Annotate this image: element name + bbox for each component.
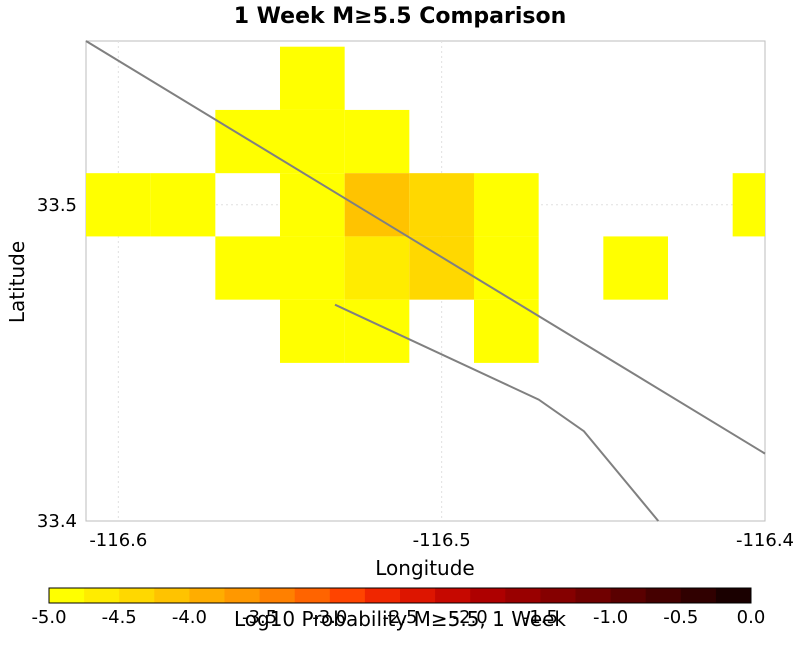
- chart-title: 1 Week M≥5.5 Comparison: [234, 4, 567, 29]
- x-tick-labels: -116.6 -116.5 -116.4: [89, 530, 794, 551]
- heatmap-cell-14: [409, 236, 474, 300]
- colorbar-segment-8: [329, 588, 366, 603]
- colorbar-segment-13: [505, 588, 541, 603]
- colorbar-tick-label-6: -2.0: [453, 607, 488, 628]
- heatmap-cell-16: [474, 236, 539, 300]
- colorbar-tick-label-10: 0.0: [737, 607, 766, 628]
- fault-trace-0: [85, 40, 766, 455]
- colorbar-segment-9: [364, 588, 401, 603]
- colorbar-segment-17: [645, 588, 682, 603]
- colorbar-segment-1: [84, 588, 120, 603]
- colorbar-tick-label-0: -5.0: [31, 607, 66, 628]
- x-tick-label-0: -116.6: [89, 530, 147, 551]
- colorbar-tick-label-1: -4.5: [102, 607, 137, 628]
- colorbar-segment-16: [610, 588, 647, 603]
- heatmap-cell-9: [344, 109, 410, 174]
- colorbar-tick-label-8: -1.0: [593, 607, 628, 628]
- colorbar-tick-label-2: -4.0: [172, 607, 207, 628]
- heatmap-cell-13: [409, 173, 474, 237]
- heatmap-cell-1: [150, 173, 216, 237]
- colorbar-segment-4: [189, 588, 225, 603]
- y-axis-label: Latitude: [5, 241, 29, 323]
- fault-lines: [85, 40, 766, 522]
- y-tick-label-0: 33.5: [37, 195, 77, 216]
- colorbar-tick-label-7: -1.5: [523, 607, 558, 628]
- heatmap-cell-6: [280, 173, 345, 237]
- x-tick-label-2: -116.4: [736, 530, 794, 551]
- heatmap-cell-7: [280, 236, 345, 300]
- colorbar-tick-label-9: -0.5: [663, 607, 698, 628]
- colorbar-segment-18: [680, 588, 717, 603]
- y-tick-label-1: 33.4: [37, 511, 77, 532]
- colorbar-segment-5: [224, 588, 261, 603]
- heatmap-cell-18: [603, 236, 668, 300]
- heatmap-cells: [86, 46, 765, 363]
- colorbar-segment-6: [259, 588, 296, 603]
- colorbar-tick-label-5: -2.5: [382, 607, 417, 628]
- colorbar-tick-label-4: -3.0: [312, 607, 347, 628]
- heatmap-cell-0: [86, 173, 151, 237]
- colorbar: [48, 587, 752, 604]
- colorbar-label: Log10 Probability M≥5.5, 1 Week: [234, 607, 566, 631]
- heatmap-cell-11: [344, 236, 410, 300]
- colorbar-segment-11: [435, 588, 471, 603]
- colorbar-border: [48, 587, 752, 604]
- heatmap-cell-8: [280, 299, 345, 363]
- colorbar-segment-0: [49, 588, 85, 603]
- colorbar-segment-12: [470, 588, 506, 603]
- heatmap-cell-12: [344, 299, 410, 363]
- colorbar-segment-15: [575, 588, 612, 603]
- colorbar-tick-label-3: -3.5: [242, 607, 277, 628]
- fault-trace-1: [334, 303, 660, 522]
- x-axis-label: Longitude: [375, 556, 474, 580]
- heatmap-cell-2: [215, 109, 280, 174]
- heatmap-cell-5: [280, 109, 345, 174]
- colorbar-segment-19: [715, 588, 752, 603]
- colorbar-tick-labels: -5.0 -4.5 -4.0 -3.5 -3.0 -2.5 -2.0 -1.5 -1.0 -0.5…: [31, 607, 765, 628]
- heatmap-cell-15: [474, 173, 539, 237]
- colorbar-segment-3: [154, 588, 190, 603]
- heatmap-cell-4: [280, 46, 345, 110]
- colorbar-segment-2: [119, 588, 155, 603]
- heatmap-cell-19: [732, 173, 765, 237]
- colorbar-segment-7: [294, 588, 331, 603]
- colorbar-segment-14: [540, 588, 576, 603]
- colorbar-segment-10: [400, 588, 436, 603]
- heatmap-cell-3: [215, 236, 280, 300]
- y-tick-labels: 33.5 33.4: [37, 195, 77, 532]
- x-tick-label-1: -116.5: [413, 530, 471, 551]
